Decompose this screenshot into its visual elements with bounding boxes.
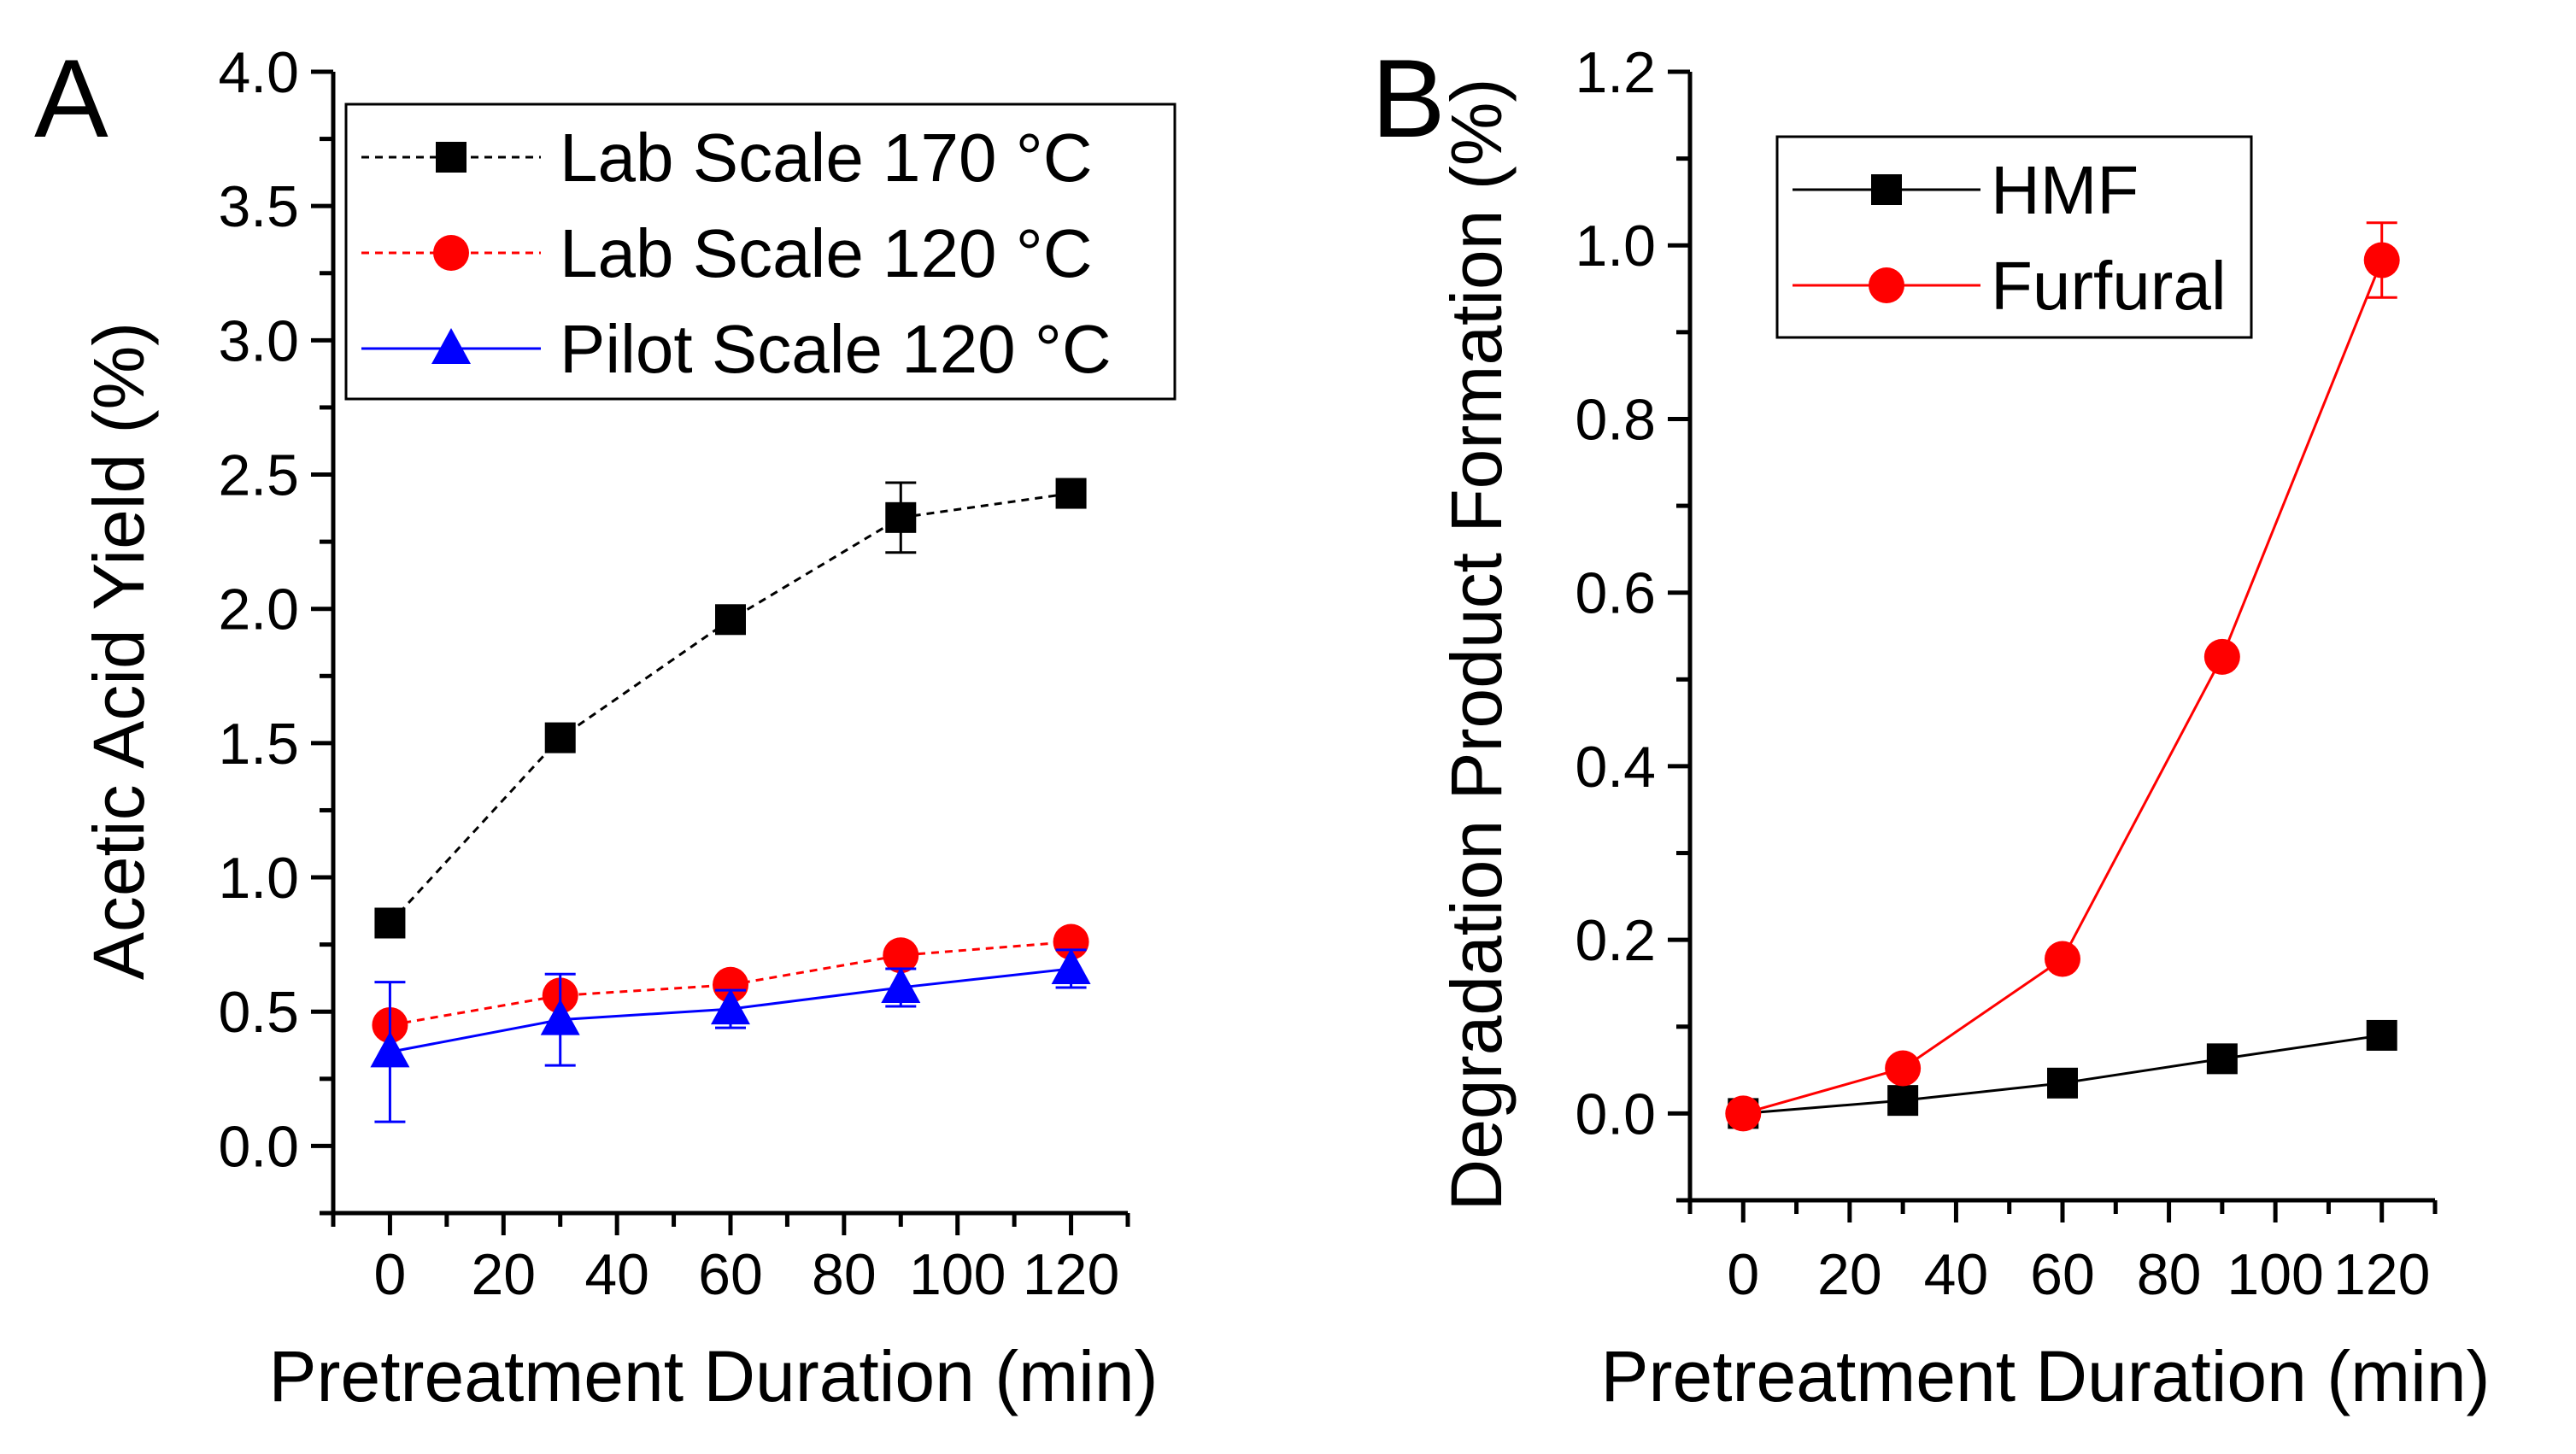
x-tick-label: 0 (374, 1242, 407, 1307)
y-tick-label: 0.2 (1575, 908, 1656, 973)
series-line (1742, 259, 2384, 1115)
y-tick-label: 2.5 (218, 443, 299, 508)
series-0 (374, 478, 1087, 939)
x-tick-label: 60 (698, 1242, 763, 1307)
legend-box (1775, 135, 2253, 339)
y-tick-label: 1.5 (218, 712, 299, 777)
legend-label: Lab Scale 120 °C (560, 215, 1093, 291)
data-point (1055, 478, 1087, 509)
data-point (713, 966, 748, 1003)
x-tick-label: 40 (1924, 1242, 1989, 1307)
data-point (2047, 1067, 2078, 1099)
x-tick-label: 80 (812, 1242, 877, 1307)
legend-label: Pilot Scale 120 °C (560, 311, 1112, 387)
panel-b: B 0 20 40 60 80 100 120 0.0 0.2 0.4 0.6 0.8 1.0 1.2 Pre… (1371, 36, 2491, 1416)
legend-marker (1869, 267, 1904, 303)
y-tick-label: 0.8 (1575, 387, 1656, 452)
legend-marker (431, 328, 471, 364)
data-point (711, 988, 750, 1025)
series-2 (370, 947, 1091, 1123)
data-point (883, 937, 919, 974)
y-tick-label: 1.0 (1575, 214, 1656, 278)
x-tick-label: 0 (1727, 1242, 1759, 1307)
data-point (2045, 941, 2080, 977)
x-tick-label: 80 (2137, 1242, 2202, 1307)
y-tick-label: 3.5 (218, 174, 299, 239)
legend-marker (433, 235, 469, 271)
y-axis-title: Degradation Product Formation (%) (1436, 79, 1517, 1211)
series-1 (1725, 221, 2400, 1132)
y-axis-title: Acetic Acid Yield (%) (79, 322, 159, 980)
data-point (544, 722, 576, 753)
y-tick-label: 0.6 (1575, 561, 1656, 626)
y-tick-label: 0.4 (1575, 735, 1656, 800)
x-tick-label: 20 (1817, 1242, 1882, 1307)
legend-marker (1871, 174, 1902, 205)
legend-label: HMF (1991, 152, 2139, 228)
data-point (2363, 242, 2400, 278)
legend-label: Furfural (1991, 248, 2227, 324)
series-0 (1728, 1019, 2397, 1129)
data-point (1887, 1085, 1919, 1117)
data-point (2203, 638, 2240, 675)
legend-marker (436, 142, 466, 173)
data-point (370, 1031, 410, 1068)
y-tick-label: 3.0 (218, 308, 299, 373)
y-tick-label: 1.0 (218, 846, 299, 911)
x-axis-title: Pretreatment Duration (min) (1600, 1336, 2490, 1416)
x-tick-label: 60 (2030, 1242, 2095, 1307)
y-tick-label: 1.2 (1575, 40, 1656, 105)
legend: HMF Furfural (1775, 135, 2253, 339)
panel-label: B (1371, 36, 1446, 161)
x-tick-label: 100 (2227, 1242, 2323, 1307)
y-tick-label: 4.0 (218, 40, 299, 105)
x-tick-label: 120 (1023, 1242, 1119, 1307)
data-point (1725, 1095, 1762, 1132)
data-point (2366, 1019, 2397, 1051)
data-point (540, 999, 580, 1035)
y-tick-label: 2.0 (218, 577, 299, 642)
y-tick-label: 0.5 (218, 980, 299, 1045)
panel-a: A 0 20 40 60 80 100 120 0.0 0.5 1.0 1.5 2.0 2.5 3.0 3.5… (34, 36, 1177, 1416)
y-tick-label: 0.0 (1575, 1082, 1656, 1146)
data-point (885, 501, 917, 533)
x-tick-label: 40 (584, 1242, 649, 1307)
y-tick-label: 0.0 (218, 1114, 299, 1179)
data-point (1885, 1050, 1922, 1087)
legend-label: Lab Scale 170 °C (560, 120, 1093, 196)
legend: Lab Scale 170 °C Lab Scale 120 °C Pilot Sc… (344, 103, 1177, 401)
data-point (2206, 1043, 2238, 1075)
data-point (881, 966, 921, 1003)
data-point (1051, 947, 1091, 984)
x-tick-label: 120 (2333, 1242, 2430, 1307)
x-tick-label: 100 (909, 1242, 1006, 1307)
panel-label: A (34, 36, 109, 161)
x-axis-title: Pretreatment Duration (min) (268, 1336, 1158, 1416)
series-line (389, 492, 1071, 924)
data-point (715, 604, 746, 636)
x-tick-label: 20 (471, 1242, 536, 1307)
data-point (374, 907, 406, 939)
